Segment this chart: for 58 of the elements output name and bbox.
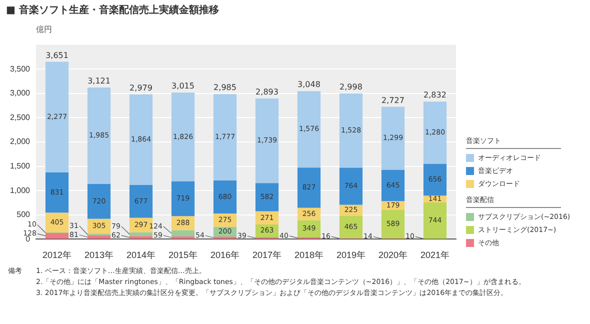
bar	[45, 212, 69, 232]
y-tick-label: 2,500	[10, 112, 31, 122]
bar	[255, 98, 279, 184]
x-tick-label: 2013年	[84, 250, 114, 260]
total-label: 2,979	[130, 84, 152, 92]
total-label: 3,121	[88, 76, 110, 86]
x-tick-label: 2017年	[252, 250, 282, 260]
bar	[423, 164, 447, 196]
bar	[297, 168, 321, 208]
bar	[45, 232, 69, 239]
bar	[423, 202, 447, 239]
bar	[45, 62, 69, 172]
chart-title: ■ 音楽ソフト生産・音楽配信売上実績金額推移	[6, 3, 219, 17]
total-label: 3,048	[298, 80, 320, 90]
y-tick-label: 3,500	[10, 64, 31, 74]
bar	[381, 170, 405, 202]
x-tick-label: 2020年	[378, 250, 408, 260]
y-tick-label: 500	[16, 210, 31, 220]
total-label: 2,998	[340, 82, 362, 92]
bar	[381, 106, 405, 170]
bar	[129, 232, 153, 236]
bar	[381, 210, 405, 239]
total-label: 2,893	[256, 88, 278, 97]
bar	[129, 94, 153, 186]
y-tick-label: 0	[26, 234, 31, 244]
bar	[171, 92, 195, 182]
bar	[87, 184, 111, 219]
bar	[213, 94, 237, 180]
x-tick-label: 2016年	[210, 250, 240, 260]
bar	[339, 93, 363, 168]
bar	[213, 180, 237, 214]
total-label: 3,015	[172, 82, 194, 91]
bar	[255, 183, 279, 212]
x-tick-label: 2018年	[294, 250, 324, 260]
y-tick-label: 1,500	[10, 162, 31, 171]
bar	[423, 102, 447, 164]
x-tick-label: 2021年	[420, 250, 450, 260]
total-label: 2,985	[214, 83, 236, 92]
bar	[171, 230, 195, 236]
total-label: 2,832	[424, 90, 446, 100]
y-tick-label: 2,000	[10, 137, 31, 146]
bar	[87, 87, 111, 184]
total-label: 3,651	[46, 50, 68, 60]
y-tick-label: 1,000	[10, 186, 31, 195]
x-tick-label: 2012年	[42, 250, 72, 260]
total-label: 2,727	[382, 96, 404, 105]
y-tick-label: 3,000	[10, 88, 31, 98]
bar	[45, 172, 69, 213]
bar	[339, 216, 363, 238]
bar	[297, 91, 321, 168]
x-tick-label: 2014年	[126, 250, 156, 260]
x-tick-label: 2015年	[168, 250, 198, 260]
bar	[129, 236, 153, 239]
bar	[129, 185, 153, 218]
bar	[171, 181, 195, 216]
x-tick-label: 2019年	[336, 250, 366, 260]
bar	[339, 168, 363, 205]
y-axis-title: 億円	[36, 24, 52, 35]
